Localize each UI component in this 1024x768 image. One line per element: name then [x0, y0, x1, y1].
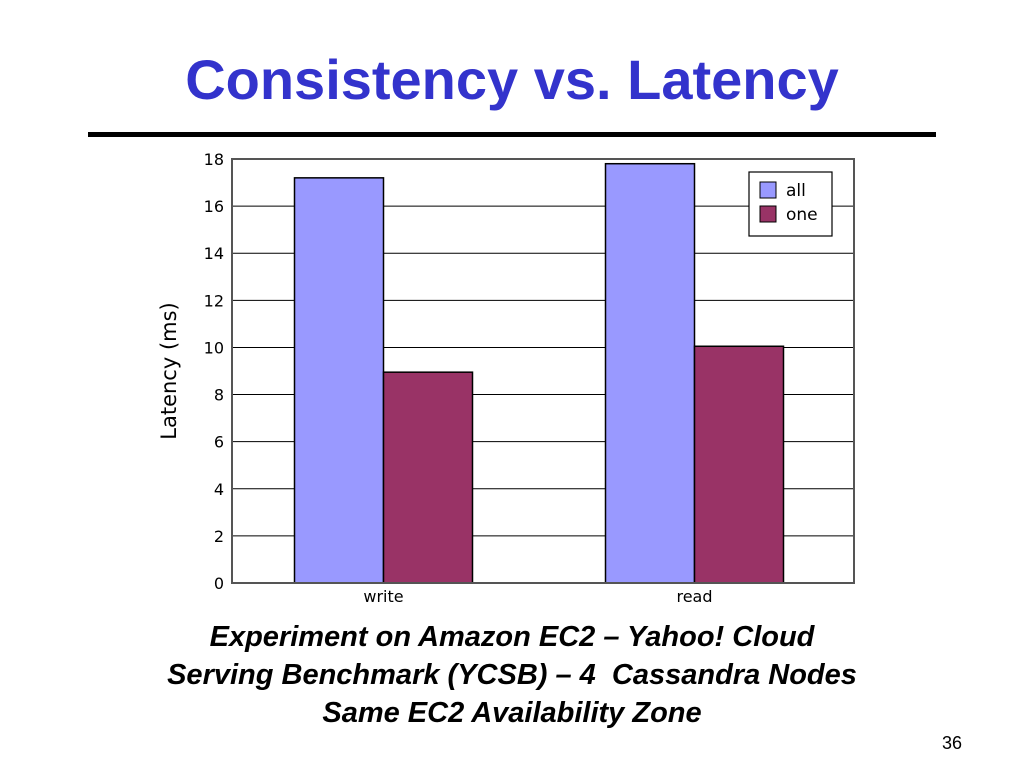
y-axis-label: Latency (ms) — [157, 302, 181, 439]
bars — [293, 162, 785, 584]
y-tick-label: 0 — [214, 574, 224, 593]
bar-all-read — [604, 162, 696, 584]
y-tick-label: 16 — [204, 197, 224, 216]
legend-label-one: one — [786, 205, 818, 225]
caption: Experiment on Amazon EC2 – Yahoo! Cloud … — [0, 618, 1024, 732]
latency-bar-chart: 0 2 4 6 8 10 12 14 16 18 write read Latency (ms) a… — [157, 150, 855, 606]
y-tick-label: 4 — [214, 480, 224, 499]
y-tick-label: 14 — [204, 244, 224, 263]
page-number: 36 — [941, 733, 962, 753]
plot-frame — [231, 158, 855, 584]
title-divider — [88, 132, 936, 137]
y-tick-label: 8 — [214, 386, 224, 405]
caption-line-3: Same EC2 Availability Zone — [322, 697, 702, 729]
bar-one-read — [693, 345, 785, 584]
legend-swatch-all — [759, 181, 777, 199]
caption-line-2: Serving Benchmark (YCSB) – 4 Cassandra N… — [167, 659, 857, 691]
legend-swatch-one — [759, 205, 777, 223]
bar-all-write — [293, 177, 385, 584]
x-tick-label: write — [363, 587, 403, 606]
slide-title: Consistency vs. Latency — [185, 48, 839, 111]
x-tick-labels: write read — [363, 587, 712, 606]
y-tick-label: 6 — [214, 433, 224, 452]
y-tick-label: 2 — [214, 527, 224, 546]
x-tick-label: read — [676, 587, 712, 606]
y-tick-label: 18 — [204, 150, 224, 169]
legend-box — [748, 171, 833, 237]
legend-label-all: all — [786, 181, 806, 201]
caption-line-1: Experiment on Amazon EC2 – Yahoo! Cloud — [209, 621, 815, 653]
y-tick-labels: 0 2 4 6 8 10 12 14 16 18 — [204, 150, 224, 593]
y-tick-label: 10 — [204, 338, 224, 357]
bar-one-write — [382, 371, 474, 584]
y-tick-label: 12 — [204, 291, 224, 310]
legend: all one — [748, 171, 833, 237]
